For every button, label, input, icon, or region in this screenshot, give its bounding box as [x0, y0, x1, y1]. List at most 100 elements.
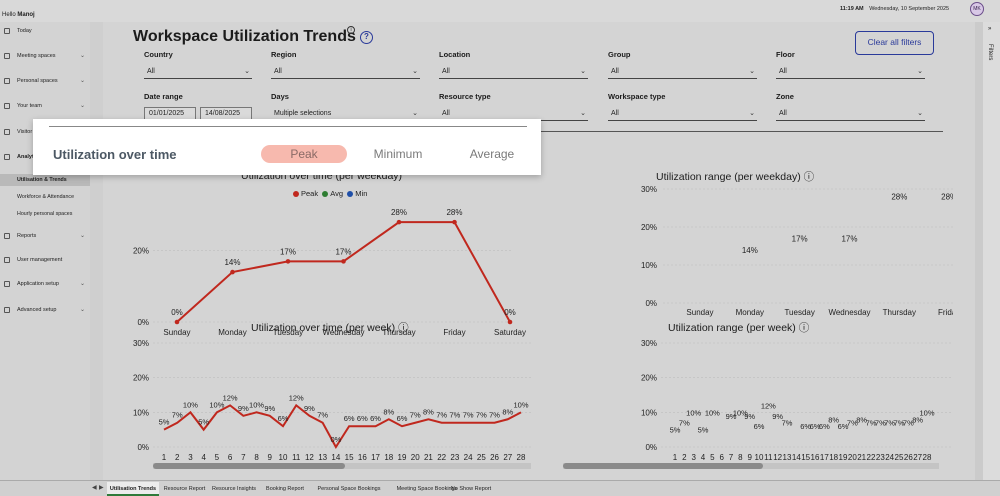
- data-label: 10%: [686, 408, 701, 417]
- x-tick-label: Friday: [443, 328, 465, 337]
- tab-personal-space-bookings[interactable]: Personal Space Bookings: [317, 486, 381, 492]
- data-label: 5%: [198, 418, 209, 427]
- data-label: 12%: [289, 393, 304, 402]
- sidebar-sub-workforce-attendance[interactable]: Workforce & Attendance: [17, 194, 75, 200]
- x-tick-label: 22: [437, 453, 446, 462]
- tab-next-icon[interactable]: ▶: [99, 485, 104, 491]
- clear-all-filters-button[interactable]: Clear all filters: [855, 31, 934, 55]
- legend-dot-peak: [293, 190, 299, 197]
- sidebar: Today Meeting spaces ⌄ Personal spaces ⌄…: [0, 22, 90, 496]
- option-peak[interactable]: Peak: [261, 145, 347, 163]
- data-label: 7%: [679, 419, 690, 428]
- info-icon[interactable]: ⓘ: [398, 322, 409, 334]
- x-tick-label: 11: [764, 453, 773, 462]
- x-tick-label: 28: [923, 453, 932, 462]
- x-tick-label: 3: [691, 453, 696, 462]
- y-tick-label: 30%: [641, 339, 657, 348]
- zone-select[interactable]: All ⌄: [776, 107, 925, 121]
- data-label: 8%: [856, 415, 867, 424]
- chevron-down-icon: ⌄: [749, 110, 755, 117]
- tab-booking-report[interactable]: Booking Report: [266, 486, 304, 492]
- filters-pane-toggle[interactable]: » Filters: [983, 22, 1000, 480]
- data-label: 7%: [463, 411, 474, 420]
- weekday-line-chart: 0% 20% 0% Sunday 14% Monday 17% Tuesday 17% Wedne…: [133, 208, 526, 337]
- x-tick-label: 8: [254, 453, 259, 462]
- x-tick-label: 23: [876, 453, 885, 462]
- x-tick-label: 14: [792, 453, 801, 462]
- sidebar-sub-utilisation-trends[interactable]: Utilisation & Trends: [0, 174, 90, 186]
- legend-avg[interactable]: Avg: [320, 189, 343, 198]
- sidebar-item-personal-spaces[interactable]: Personal spaces ⌄: [0, 75, 90, 89]
- workspace-type-select[interactable]: All ⌄: [608, 107, 757, 121]
- greeting-text: Hello: [2, 12, 16, 18]
- tab-meeting-space-bookings[interactable]: Meeting Space Bookings: [396, 486, 458, 492]
- data-label: 8%: [912, 415, 923, 424]
- sidebar-item-meeting-spaces[interactable]: Meeting spaces ⌄: [0, 50, 90, 64]
- scrollbar-thumb[interactable]: [563, 463, 763, 469]
- legend-min[interactable]: Min: [345, 189, 367, 198]
- data-label: 7%: [449, 411, 460, 420]
- info-icon[interactable]: i: [347, 26, 355, 34]
- tab-resource-report[interactable]: Resource Report: [163, 486, 206, 492]
- chevron-down-icon: ⌄: [80, 281, 86, 287]
- y-tick-label: 30%: [641, 185, 657, 194]
- x-tick-label: 12: [305, 453, 314, 462]
- x-tick-label: Wednesday: [322, 328, 364, 337]
- chevron-down-icon: ⌄: [580, 68, 586, 75]
- y-tick-label: 20%: [641, 374, 657, 383]
- x-tick-label: Monday: [736, 308, 764, 317]
- y-tick-label: 10%: [641, 408, 657, 417]
- chevron-down-icon: ⌄: [580, 110, 586, 117]
- x-tick-label: 1: [673, 453, 678, 462]
- popup-title: Utilization over time: [53, 147, 177, 162]
- collapse-icon: »: [988, 26, 992, 32]
- group-select[interactable]: All ⌄: [608, 65, 757, 79]
- x-tick-label: 14: [331, 453, 340, 462]
- x-tick-label: 1: [162, 453, 167, 462]
- x-tick-label: 4: [701, 453, 706, 462]
- option-minimum[interactable]: Minimum: [373, 147, 423, 161]
- y-tick-label: 30%: [133, 339, 149, 348]
- sidebar-item-analytics[interactable]: Analyt: [0, 151, 90, 165]
- data-point: [174, 319, 180, 325]
- sidebar-item-today[interactable]: Today: [0, 25, 90, 39]
- x-tick-label: 12: [773, 453, 782, 462]
- option-average[interactable]: Average: [469, 147, 515, 161]
- location-select[interactable]: All ⌄: [439, 65, 588, 79]
- tab-no-show-report[interactable]: No Show Report: [450, 486, 492, 492]
- sidebar-item-application-setup[interactable]: Application setup ⌄: [0, 278, 90, 292]
- data-label: 9%: [744, 412, 755, 421]
- horizontal-scrollbar[interactable]: [153, 463, 531, 469]
- x-tick-label: 2: [682, 453, 687, 462]
- scrollbar-thumb[interactable]: [153, 463, 345, 469]
- help-button[interactable]: ?: [360, 31, 373, 44]
- data-label: 0%: [330, 435, 341, 444]
- data-label: 7%: [489, 411, 500, 420]
- region-select[interactable]: All ⌄: [271, 65, 420, 79]
- avatar[interactable]: MK: [970, 2, 984, 16]
- data-label: 7%: [866, 419, 877, 428]
- y-tick-label: 20%: [133, 374, 149, 383]
- data-label: 9%: [304, 404, 315, 413]
- meeting-icon: [4, 53, 10, 59]
- x-tick-label: Saturday: [494, 328, 526, 337]
- tab-prev-icon[interactable]: ◀: [92, 485, 97, 491]
- horizontal-scrollbar[interactable]: [563, 463, 939, 469]
- tab-utilisation-trends[interactable]: Utilisation Trends: [107, 482, 159, 496]
- sidebar-item-reports[interactable]: Reports ⌄: [0, 230, 90, 244]
- tab-resource-insights[interactable]: Resource Insights: [211, 486, 257, 492]
- info-icon[interactable]: ⓘ: [798, 322, 810, 334]
- vertical-scrollbar[interactable]: [975, 22, 983, 480]
- y-tick-label: 0%: [137, 443, 149, 452]
- legend-peak[interactable]: Peak: [293, 189, 318, 198]
- floor-select[interactable]: All ⌄: [776, 65, 925, 79]
- sidebar-item-your-team[interactable]: Your team ⌄: [0, 100, 90, 114]
- y-tick-label: 10%: [133, 408, 149, 417]
- page-tabs: ◀ ▶ Utilisation Trends Resource Report R…: [0, 480, 1000, 496]
- sidebar-sub-hourly-personal-spaces[interactable]: Hourly personal spaces: [17, 211, 73, 217]
- sidebar-item-advanced-setup[interactable]: Advanced setup ⌄: [0, 304, 90, 318]
- info-icon[interactable]: ⓘ: [803, 171, 815, 183]
- sidebar-item-visitor[interactable]: Visitor: [0, 126, 90, 140]
- sidebar-item-user-management[interactable]: User management: [0, 254, 90, 268]
- country-select[interactable]: All ⌄: [144, 65, 252, 79]
